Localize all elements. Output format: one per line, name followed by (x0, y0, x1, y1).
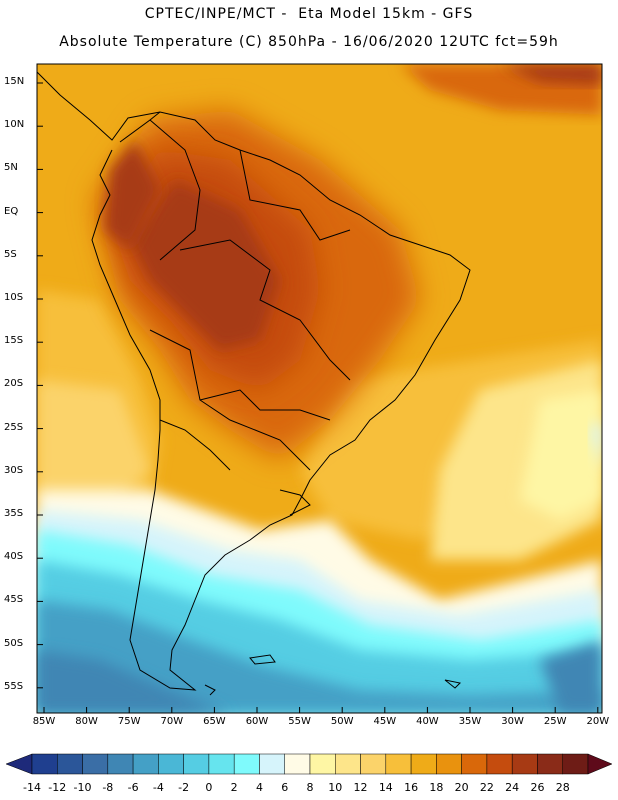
colorbar-swatch (158, 753, 184, 775)
colorbar-label: 28 (555, 781, 570, 794)
longitude-label: 85W (32, 716, 56, 727)
colorbar-swatch (31, 753, 58, 775)
coastline (37, 71, 471, 696)
latitude-label: 20S (4, 378, 24, 390)
colorbar-label: -14 (23, 781, 41, 794)
colorbar-label: 6 (281, 781, 289, 794)
longitude-label: 40W (416, 716, 439, 727)
chart-title-line-2: Absolute Temperature (C) 850hPa - 16/06/… (59, 34, 559, 50)
longitude-label: 25W (543, 716, 567, 727)
colorbar-label: 18 (429, 781, 444, 794)
longitude-label: 20W (586, 716, 610, 727)
colorbar-swatch (537, 753, 563, 775)
colorbar-swatch (82, 753, 109, 775)
colorbar-swatch (309, 753, 336, 775)
colorbar-swatch (57, 753, 83, 775)
latitude-label: 15N (4, 76, 25, 87)
temperature-field (37, 64, 602, 713)
axis-ticks (37, 82, 599, 713)
latitude-label: EQ (4, 205, 19, 217)
longitude-label: 30W (501, 716, 524, 727)
latitude-label: 45S (4, 594, 24, 606)
longitude-label: 45W (373, 716, 397, 727)
colorbar-swatch (436, 753, 462, 775)
longitude-label: 75W (117, 716, 141, 727)
colorbar-swatch (461, 753, 488, 775)
longitude-label: 55W (288, 716, 311, 727)
colorbar-label: 4 (255, 781, 263, 794)
colorbar-label: 12 (353, 781, 368, 794)
colorbar-swatch (259, 753, 285, 775)
colorbar-label: 16 (404, 781, 419, 794)
colorbar-low-arrow (5, 753, 33, 775)
colorbar-swatch (562, 753, 589, 775)
colorbar-swatch (486, 753, 513, 775)
colorbar-label: -10 (73, 781, 92, 794)
colorbar-label: 10 (328, 781, 343, 794)
colorbar-swatch (233, 753, 260, 775)
colorbar-swatch (360, 753, 387, 775)
colorbar-swatch (284, 753, 311, 775)
longitude-label: 60W (245, 716, 269, 727)
colorbar-swatch (385, 753, 412, 775)
colorbar-swatch (208, 753, 235, 775)
colorbar-high-arrow (587, 753, 613, 775)
colorbar-label: 22 (479, 781, 494, 794)
longitude-label: 70W (160, 716, 184, 727)
colorbar-label: 20 (454, 781, 469, 794)
map-frame (36, 63, 603, 714)
longitude-label: 65W (203, 716, 226, 727)
longitude-label: 35W (458, 716, 482, 727)
colorbar-label: -4 (152, 781, 164, 794)
latitude-label: 15S (4, 335, 24, 347)
colorbar-label: 2 (230, 781, 238, 794)
latitude-label: 5N (4, 162, 18, 174)
colorbar-label: 14 (378, 781, 393, 794)
colorbar (5, 753, 613, 775)
colorbar-label: 24 (505, 781, 520, 794)
latitude-label: 25S (4, 421, 24, 433)
latitude-label: 50S (4, 637, 24, 649)
chart-title-line-1: CPTEC/INPE/MCT - Eta Model 15km - GFS (144, 6, 474, 22)
colorbar-swatch (107, 753, 134, 775)
latitude-label: 35S (4, 508, 24, 519)
latitude-label: 40S (4, 551, 24, 563)
colorbar-swatch (410, 753, 437, 775)
colorbar-label: -6 (127, 781, 139, 794)
colorbar-swatch (183, 753, 210, 775)
colorbar-label: 0 (205, 781, 213, 794)
colorbar-swatch (132, 753, 159, 775)
colorbar-label: -8 (102, 781, 114, 794)
colorbar-label: 8 (306, 781, 314, 794)
longitude-label: 80W (75, 716, 98, 727)
colorbar-label: -12 (48, 781, 67, 794)
colorbar-swatch (335, 753, 361, 775)
latitude-label: 10N (4, 119, 25, 131)
latitude-label: 5S (4, 248, 17, 260)
colorbar-label: -2 (178, 781, 190, 794)
latitude-label: 10S (4, 292, 24, 303)
colorbar-label: 26 (530, 781, 545, 794)
colorbar-swatch (511, 753, 538, 775)
latitude-label: 55S (4, 680, 24, 692)
latitude-label: 30S (4, 464, 24, 476)
longitude-label: 50W (330, 716, 354, 727)
